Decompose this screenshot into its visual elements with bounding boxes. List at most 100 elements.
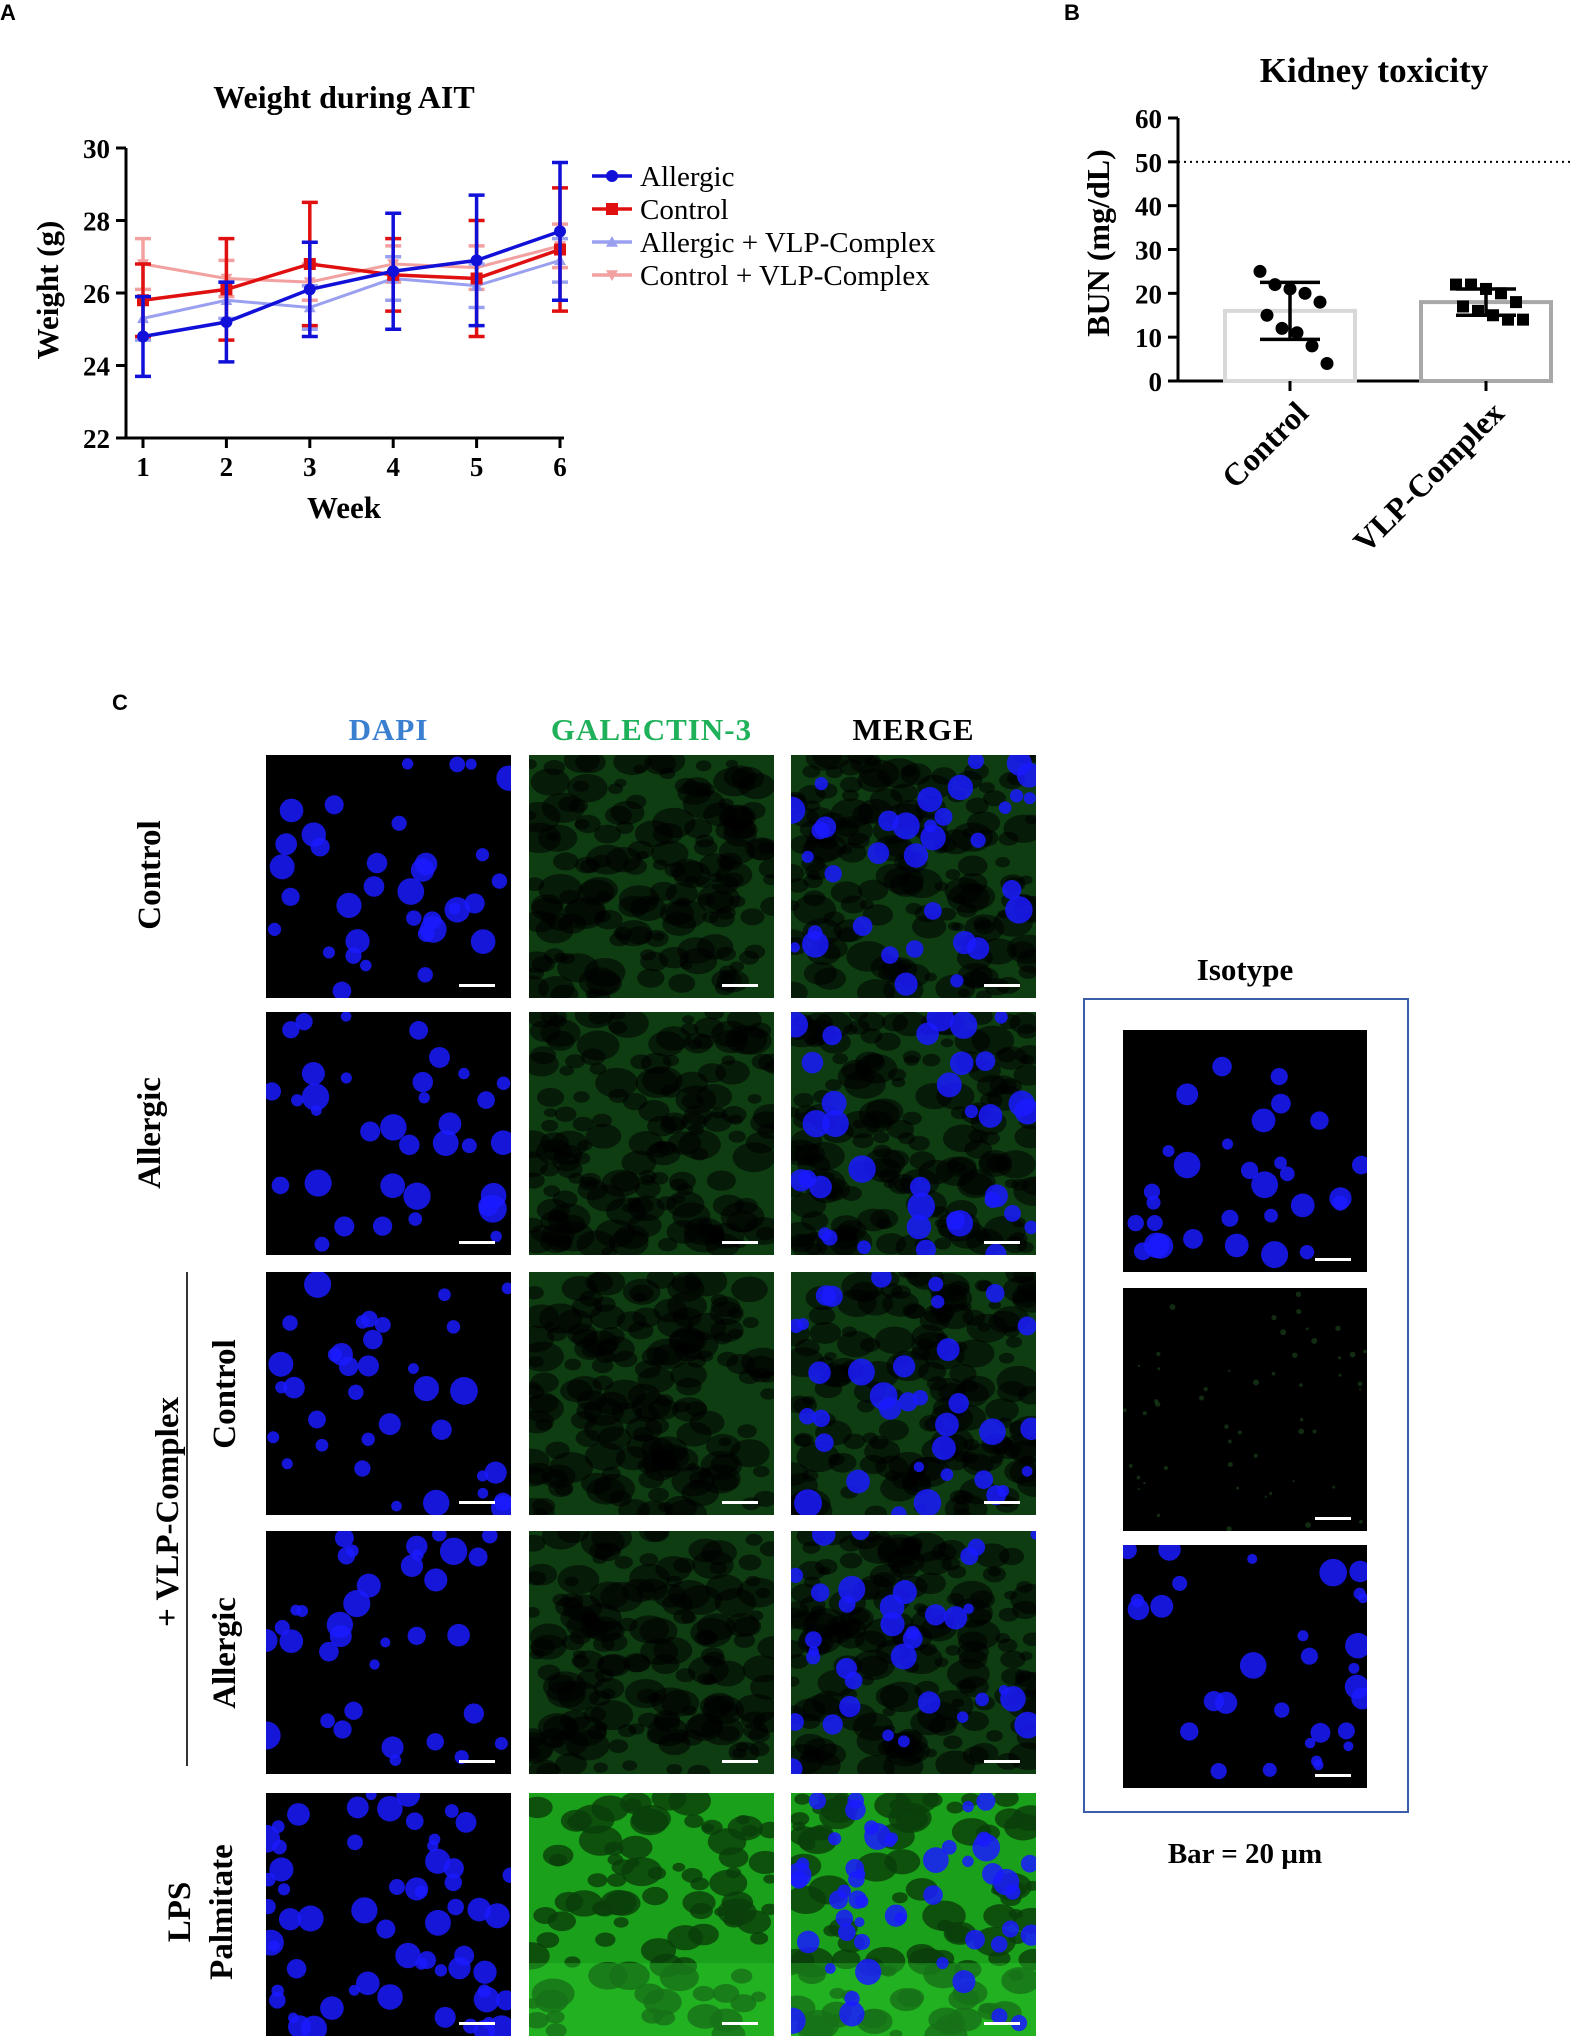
micro-isotype-green: [1123, 1288, 1367, 1531]
data-point: [1268, 278, 1282, 292]
y-tick-label: 30: [1135, 236, 1162, 266]
row-label-vlp-control: Control: [207, 1339, 243, 1449]
scale-bar-note: Bar = 20 µm: [1167, 1838, 1323, 1870]
y-tick-label: 22: [83, 424, 110, 454]
series-line: [142, 244, 561, 284]
series-line: [142, 247, 561, 302]
row-label-lps: LPS: [162, 1881, 198, 1943]
y-tick-label: 20: [1135, 279, 1162, 309]
scale-bar: [459, 1501, 495, 1504]
legend-marker: [606, 270, 618, 281]
row-label-allergic: Allergic: [132, 1077, 168, 1189]
micro-isotype-merge: [1123, 1545, 1367, 1788]
data-point: [1457, 300, 1469, 313]
x-tick-label: VLP-Complex: [1346, 394, 1511, 559]
scale-bar: [459, 2022, 495, 2025]
micro-allergic-merge: [791, 1012, 1036, 1255]
micro-lps-palmitate-dapi: [266, 1793, 511, 2036]
data-point: [1298, 286, 1312, 300]
micro-control-merge: [791, 755, 1036, 998]
micro-vlp-allergic-merge: [791, 1531, 1036, 1774]
micro-lps-palmitate-merge: [791, 1793, 1036, 2036]
y-tick-label: 26: [83, 279, 110, 309]
chart-a-ylabel: Weight (g): [30, 221, 65, 360]
micro-control-dapi: [266, 755, 511, 998]
x-tick-label: 1: [136, 452, 150, 482]
scale-bar: [459, 1241, 495, 1244]
legend-marker: [606, 170, 618, 182]
data-point: [220, 316, 233, 328]
scale-bar: [1315, 1517, 1351, 1520]
panel-letter-b: B: [1064, 0, 1080, 25]
y-tick-label: 60: [1135, 104, 1162, 134]
column-header-merge: MERGE: [852, 712, 975, 747]
column-header-galectin3: GALECTIN-3: [550, 712, 753, 747]
group-bracket-line: [186, 1272, 188, 1766]
scale-bar: [984, 2022, 1020, 2025]
data-point: [1260, 308, 1274, 322]
micro-allergic-dapi: [266, 1012, 511, 1255]
legend-marker: [606, 236, 618, 247]
y-tick-label: 40: [1135, 192, 1162, 222]
scale-bar: [984, 984, 1020, 987]
scale-bar: [722, 1501, 758, 1504]
x-tick-label: 3: [303, 452, 317, 482]
row-label-palmitate: Palmitate: [204, 1844, 240, 1980]
micro-allergic-galectin3: [529, 1012, 774, 1255]
micro-vlp-control-dapi: [266, 1272, 511, 1515]
legend-label: Allergic + VLP-Complex: [640, 227, 936, 259]
series-control-vlp-complex: [135, 222, 568, 302]
scale-bar: [1315, 1774, 1351, 1777]
x-tick-label: 4: [386, 452, 400, 482]
scale-bar: [722, 1760, 758, 1763]
data-point: [554, 225, 566, 238]
micro-vlp-allergic-galectin3: [529, 1531, 774, 1774]
data-point: [1517, 313, 1529, 326]
legend-label: Control + VLP-Complex: [640, 260, 930, 292]
panel-letter-a: A: [0, 0, 16, 25]
series-line: [142, 229, 561, 339]
legend-marker: [606, 203, 618, 215]
micro-control-galectin3: [529, 755, 774, 998]
data-point: [137, 330, 149, 343]
y-tick-label: 50: [1135, 148, 1162, 178]
x-tick-label: 2: [220, 452, 234, 482]
micro-isotype-dapi: [1123, 1030, 1367, 1272]
x-tick-label: Control: [1214, 394, 1315, 495]
data-point: [1275, 321, 1289, 335]
data-point: [303, 283, 316, 296]
scale-bar: [459, 984, 495, 987]
scale-bar: [984, 1760, 1020, 1763]
scale-bar: [722, 1241, 758, 1244]
scale-bar: [1315, 1258, 1351, 1261]
y-tick-label: 30: [83, 134, 110, 164]
column-header-dapi: DAPI: [348, 712, 429, 747]
data-point: [1313, 295, 1327, 309]
panel-letter-c: C: [112, 690, 128, 715]
x-tick-label: 6: [553, 452, 567, 482]
chart-b-ylabel: BUN (mg/dL): [1080, 149, 1116, 337]
micro-vlp-control-merge: [791, 1272, 1036, 1515]
chart-b-title: Kidney toxicity: [1260, 51, 1489, 90]
data-point: [1305, 339, 1319, 353]
data-point: [470, 254, 483, 267]
weight-line-chart: Weight during AIT Week Weight (g) 222426…: [30, 79, 936, 525]
isotype-box: [1083, 998, 1409, 1813]
group-label-vlp-complex: + VLP-Complex: [150, 1397, 186, 1627]
row-label-vlp-allergic: Allergic: [207, 1597, 243, 1709]
y-tick-label: 24: [83, 352, 110, 382]
data-point: [1510, 296, 1522, 309]
micro-vlp-control-galectin3: [529, 1272, 774, 1515]
bun-bar-chart: Kidney toxicity BUN (mg/dL) 0 10 20 30 40 50 6…: [1080, 51, 1572, 559]
scale-bar: [459, 1760, 495, 1763]
series-control: [135, 186, 568, 342]
y-tick-label: 0: [1149, 367, 1163, 397]
scale-bar: [722, 984, 758, 987]
row-label-control: Control: [132, 820, 168, 930]
series-allergic: [135, 160, 568, 379]
chart-a-xlabel: Week: [307, 490, 382, 525]
scale-bar: [984, 1241, 1020, 1244]
data-point: [387, 265, 400, 278]
chart-a-title: Weight during AIT: [213, 79, 474, 115]
legend-label: Control: [640, 194, 729, 226]
